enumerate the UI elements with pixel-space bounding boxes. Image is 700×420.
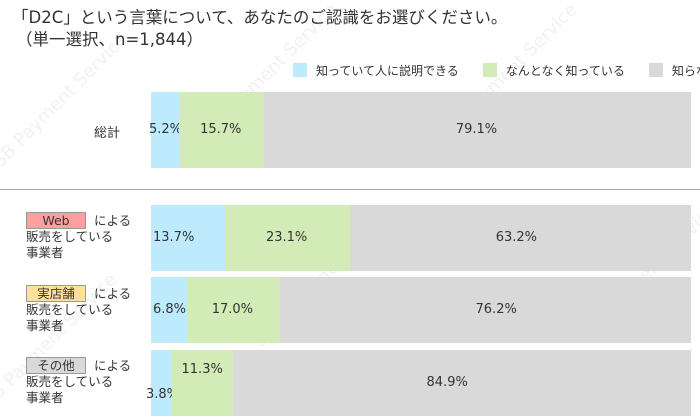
legend: 知っていて人に説明できる なんとなく知っている 知らない: [293, 60, 700, 80]
title-line-2: （単一選択、n=1,844）: [16, 30, 204, 49]
value-label: 15.7%: [200, 122, 242, 137]
value-label: 23.1%: [265, 230, 308, 245]
segment-unknown: 63.2%: [349, 205, 691, 271]
legend-swatch-explain: [293, 63, 307, 77]
value-label: 76.2%: [475, 302, 517, 317]
segment-somewhat: 17.0%: [187, 277, 280, 343]
segment-unknown: 79.1%: [263, 92, 691, 168]
bar-store: 6.8% 17.0% 76.2%: [151, 277, 691, 343]
segment-somewhat: 23.1%: [224, 205, 350, 271]
segment-explain: 5.2%: [149, 92, 183, 168]
row-label-store: 実店舗 による 販売をしている 事業者: [26, 285, 132, 333]
value-label: 3.8%: [146, 387, 180, 402]
value-label: 5.2%: [149, 122, 183, 137]
badge-other: その他: [26, 357, 86, 374]
chart-title: 「D2C」という言葉について、あなたのご認識をお選びください。 （単一選択、n=…: [12, 7, 507, 51]
row-label-other: その他 による 販売をしている 事業者: [26, 357, 132, 405]
legend-label: なんとなく知っている: [505, 63, 625, 78]
legend-label: 知っていて人に説明できる: [316, 63, 459, 78]
segment-unknown: 84.9%: [232, 350, 691, 416]
separator-line: [0, 189, 700, 190]
legend-item-unknown: 知らない: [648, 62, 700, 79]
legend-item-explain: 知っていて人に説明できる: [293, 62, 459, 79]
segment-explain: 3.8%: [146, 350, 179, 416]
segment-somewhat: 11.3%: [171, 350, 233, 416]
value-label: 79.1%: [455, 122, 498, 137]
segment-explain: 6.8%: [151, 277, 188, 343]
legend-label: 知らない: [671, 63, 700, 78]
bar-other: 3.8% 11.3% 84.9%: [146, 350, 691, 416]
value-label: 6.8%: [153, 302, 187, 317]
badge-store: 実店舗: [26, 285, 86, 302]
value-label: 13.7%: [153, 230, 195, 245]
segment-unknown: 76.2%: [279, 277, 691, 343]
segment-explain: 13.7%: [151, 205, 225, 271]
legend-item-somewhat: なんとなく知っている: [482, 62, 625, 79]
row-label-total: 総計: [94, 126, 121, 141]
bar-web: 13.7% 23.1% 63.2%: [151, 205, 691, 271]
value-label: 63.2%: [495, 230, 538, 245]
value-label: 17.0%: [211, 302, 254, 317]
segment-somewhat: 15.7%: [179, 92, 264, 168]
title-line-1: 「D2C」という言葉について、あなたのご認識をお選びください。: [12, 8, 508, 27]
row-label-web: Web による 販売をしている 事業者: [26, 212, 132, 260]
legend-swatch-somewhat: [482, 63, 497, 77]
legend-swatch-unknown: [648, 63, 663, 77]
value-label: 84.9%: [426, 375, 468, 390]
value-label: 11.3%: [181, 362, 223, 377]
badge-web: Web: [26, 212, 86, 229]
bar-total: 5.2% 15.7% 79.1%: [149, 92, 691, 168]
